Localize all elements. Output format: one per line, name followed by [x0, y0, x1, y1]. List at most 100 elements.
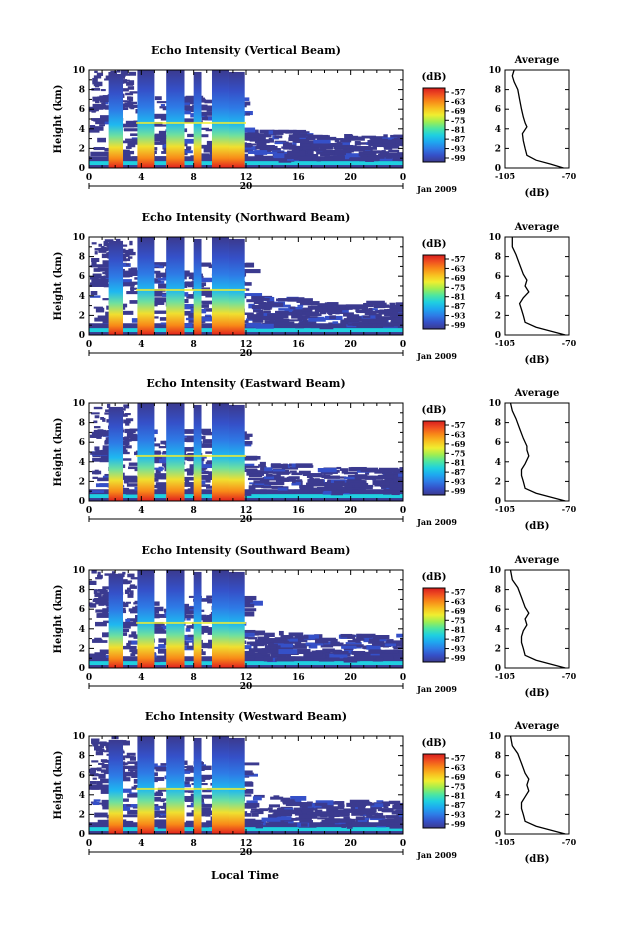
x-tick-label: 8 [191, 340, 197, 350]
echo-cell [318, 658, 335, 662]
echo-cell [121, 765, 140, 770]
echo-cell [95, 483, 115, 488]
echo-cell [330, 487, 350, 490]
echo-cell [324, 475, 340, 479]
echo-cell [264, 481, 276, 485]
echo-cell [90, 451, 98, 455]
echo-cell [122, 645, 137, 650]
echo-cell [333, 146, 350, 149]
echo-cell [158, 265, 164, 269]
echo-cell [125, 146, 132, 149]
rain-column [108, 406, 124, 501]
date-label: Jan 2009 [416, 184, 457, 194]
echo-cell [128, 80, 135, 86]
echo-cell [388, 800, 401, 805]
echo-cell [89, 781, 97, 785]
panel-1: Echo Intensity (Vertical Beam) 0 2 4 6 8 10 0 4 8… [53, 44, 577, 199]
echo-cell [92, 742, 99, 747]
profile-line [509, 735, 566, 835]
echo-cell [89, 295, 101, 298]
echo-cell [343, 312, 354, 317]
echo-cell [237, 440, 253, 445]
echo-cell [97, 574, 103, 579]
echo-cell [305, 642, 325, 646]
echo-cell [105, 75, 110, 80]
x-tick-label: 4 [138, 506, 144, 516]
echo-cell [184, 281, 190, 285]
echo-cell [384, 478, 394, 483]
echo-cell [148, 301, 165, 305]
profile-y-tick-label: 6 [495, 272, 501, 282]
profile-y-tick-label: 10 [488, 399, 501, 409]
echo-cell [204, 100, 217, 104]
echo-cell [275, 814, 282, 817]
echo-cell [157, 488, 169, 492]
echo-cell [319, 146, 332, 150]
echo-cell [115, 820, 134, 824]
echo-cell [360, 469, 371, 473]
x-tick-label: 0 [86, 839, 92, 849]
echo-cell [102, 319, 112, 324]
echo-cell [93, 406, 103, 410]
echo-cell [94, 637, 102, 642]
colorbar-unit: (dB) [422, 239, 447, 250]
echo-cell [257, 809, 264, 815]
echo-cell [357, 656, 374, 661]
echo-cell [120, 413, 128, 417]
echo-cell [314, 638, 329, 644]
echo-cell [129, 240, 133, 246]
echo-cell [94, 415, 100, 419]
profile-frame [504, 236, 570, 336]
echo-cell [328, 322, 339, 327]
echo-cell [255, 639, 265, 644]
echo-cell [278, 129, 297, 134]
rain-column [108, 73, 124, 168]
echo-cell [308, 643, 318, 649]
echo-cell [251, 295, 257, 300]
x-tick-label: 16 [292, 839, 305, 849]
echo-cell [302, 316, 308, 322]
echo-cell [121, 104, 127, 108]
echo-cell [129, 71, 137, 76]
x-tick-label: 0 [400, 673, 406, 683]
echo-cell [359, 157, 379, 162]
echo-cell [131, 640, 140, 645]
rain-column [137, 237, 155, 335]
echo-cell [121, 440, 130, 446]
echo-cell [157, 823, 167, 829]
echo-cell [242, 293, 263, 297]
echo-cell [236, 611, 255, 617]
echo-cell [364, 475, 384, 480]
echo-cell [388, 149, 400, 153]
echo-cell [145, 141, 165, 145]
echo-cell [395, 810, 403, 814]
echo-cell [248, 637, 257, 640]
echo-cell [195, 476, 212, 480]
echo-cell [102, 298, 113, 301]
echo-cell [127, 593, 134, 598]
echo-cell [377, 475, 394, 479]
echo-cell [285, 156, 293, 160]
echo-cell [103, 750, 112, 753]
echo-cell [329, 315, 336, 320]
echo-cell [317, 488, 332, 491]
echo-cell [149, 443, 161, 447]
echo-cell [91, 604, 97, 608]
x-tick-label: 0 [86, 173, 92, 183]
echo-cell [319, 311, 327, 315]
x-tick-label: 4 [138, 173, 144, 183]
echo-cell [188, 315, 195, 321]
echo-cell [125, 756, 135, 759]
echo-cell [121, 107, 129, 111]
echo-cell [384, 643, 397, 647]
colorbar-tick-label: -69 [451, 439, 466, 449]
echo-cell [124, 589, 130, 595]
echo-cell [128, 462, 143, 466]
echo-cell [357, 633, 362, 637]
echo-cell [295, 463, 313, 468]
echo-cell [89, 602, 93, 607]
echo-cell [96, 767, 102, 772]
x-tick-label: 4 [138, 340, 144, 350]
echo-cell [379, 649, 399, 654]
echo-cell [299, 301, 313, 306]
